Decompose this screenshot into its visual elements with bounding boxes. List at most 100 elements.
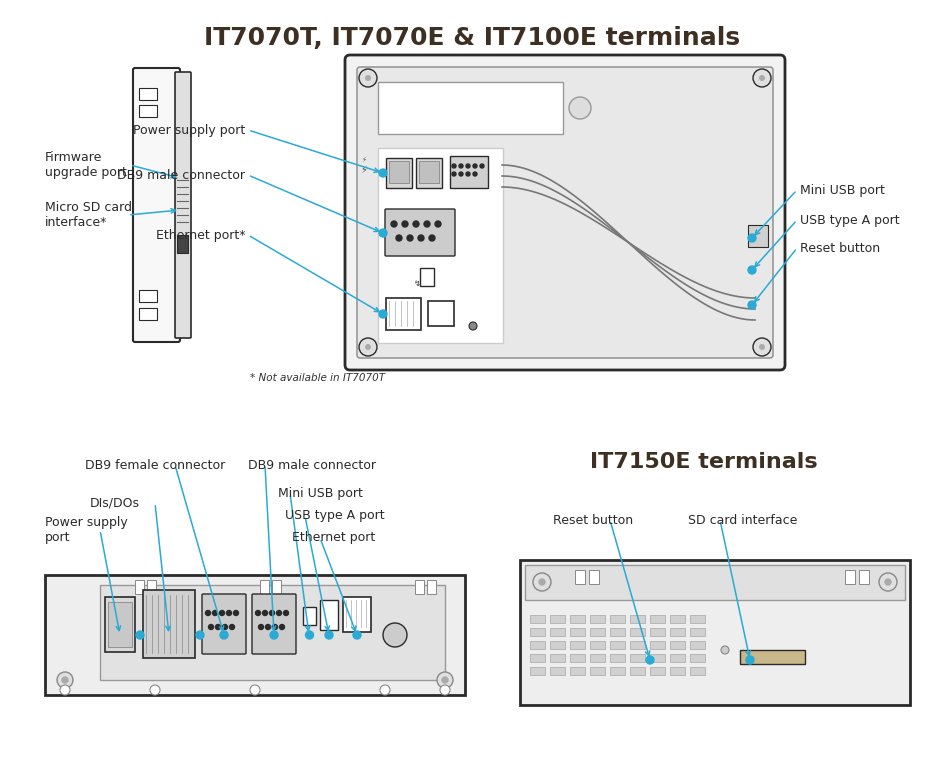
Bar	[630, 628, 645, 636]
Bar	[589, 570, 599, 584]
Text: ↯: ↯	[414, 279, 421, 288]
Circle shape	[748, 301, 756, 309]
Bar	[415, 580, 424, 594]
Text: DB9 female connector: DB9 female connector	[85, 458, 226, 471]
Circle shape	[306, 631, 313, 639]
Bar	[525, 565, 905, 600]
Bar	[590, 628, 605, 636]
Bar	[690, 628, 705, 636]
FancyBboxPatch shape	[175, 72, 191, 338]
Circle shape	[233, 610, 239, 616]
Circle shape	[383, 623, 407, 647]
Bar	[105, 597, 135, 652]
Text: Power supply port: Power supply port	[133, 123, 245, 136]
Circle shape	[379, 310, 387, 318]
Circle shape	[429, 235, 435, 241]
Bar	[670, 654, 685, 662]
Bar	[416, 158, 442, 188]
Bar	[147, 580, 156, 594]
Text: USB type A port: USB type A port	[800, 213, 900, 226]
FancyBboxPatch shape	[202, 594, 246, 654]
Circle shape	[212, 610, 217, 616]
Circle shape	[150, 685, 160, 695]
Circle shape	[206, 610, 211, 616]
FancyBboxPatch shape	[133, 68, 180, 342]
Bar	[177, 235, 188, 253]
Text: DB9 male connector: DB9 male connector	[248, 458, 376, 471]
Circle shape	[753, 69, 771, 87]
Bar	[650, 667, 665, 675]
Bar	[139, 308, 157, 320]
Circle shape	[879, 573, 897, 591]
Circle shape	[646, 656, 654, 664]
Text: Power supply
port: Power supply port	[45, 516, 127, 544]
Bar	[590, 641, 605, 649]
Bar	[670, 615, 685, 623]
Circle shape	[209, 624, 213, 630]
Bar	[748, 225, 768, 247]
Circle shape	[459, 172, 463, 176]
Circle shape	[57, 672, 73, 688]
Bar	[378, 148, 503, 343]
Circle shape	[480, 164, 484, 168]
Bar	[303, 607, 316, 625]
Text: Reset button: Reset button	[553, 513, 633, 526]
Bar	[690, 667, 705, 675]
Bar	[530, 641, 545, 649]
Bar	[420, 268, 434, 286]
Bar	[630, 615, 645, 623]
Circle shape	[283, 610, 289, 616]
Bar	[550, 654, 565, 662]
Bar	[45, 575, 465, 695]
Text: Micro SD card
interface*: Micro SD card interface*	[45, 201, 132, 229]
Bar	[610, 654, 625, 662]
Text: Ethernet port: Ethernet port	[292, 532, 376, 545]
Circle shape	[262, 610, 267, 616]
Bar	[139, 88, 157, 100]
Circle shape	[259, 624, 263, 630]
Bar	[650, 654, 665, 662]
Bar	[428, 301, 454, 326]
Bar	[530, 628, 545, 636]
Circle shape	[885, 579, 891, 585]
Circle shape	[437, 672, 453, 688]
Circle shape	[418, 235, 424, 241]
Bar	[139, 105, 157, 117]
Text: Reset button: Reset button	[800, 242, 880, 255]
Circle shape	[229, 624, 234, 630]
Text: SD card interface: SD card interface	[688, 513, 798, 526]
Circle shape	[391, 221, 397, 227]
Circle shape	[435, 221, 441, 227]
Circle shape	[396, 235, 402, 241]
Circle shape	[359, 69, 377, 87]
Bar	[845, 570, 855, 584]
Circle shape	[469, 322, 477, 330]
Circle shape	[277, 610, 281, 616]
Circle shape	[223, 624, 228, 630]
Bar	[419, 161, 439, 183]
Bar	[139, 290, 157, 302]
Circle shape	[466, 172, 470, 176]
Circle shape	[746, 656, 754, 664]
FancyBboxPatch shape	[385, 209, 455, 256]
Circle shape	[466, 164, 470, 168]
Bar	[550, 667, 565, 675]
Circle shape	[753, 338, 771, 356]
Text: Mini USB port: Mini USB port	[800, 184, 885, 197]
Bar	[590, 667, 605, 675]
Bar	[530, 667, 545, 675]
Circle shape	[759, 75, 765, 81]
Bar	[610, 641, 625, 649]
Circle shape	[379, 169, 387, 177]
Text: Firmware
upgrade port: Firmware upgrade port	[45, 151, 126, 179]
Bar	[590, 615, 605, 623]
Bar	[550, 615, 565, 623]
Text: ⚡: ⚡	[362, 157, 366, 163]
Circle shape	[452, 164, 456, 168]
Circle shape	[721, 646, 729, 654]
Circle shape	[62, 677, 68, 683]
Bar	[670, 641, 685, 649]
Bar	[630, 641, 645, 649]
Bar	[690, 641, 705, 649]
Circle shape	[473, 164, 477, 168]
